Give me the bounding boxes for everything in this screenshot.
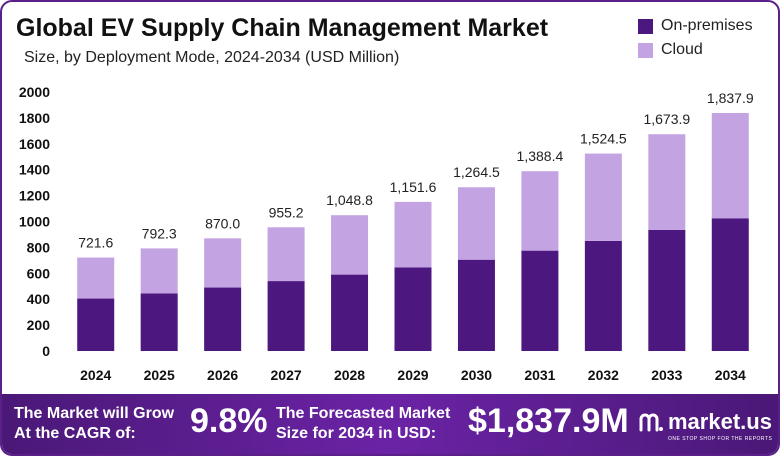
bar-cloud — [584, 153, 622, 241]
data-label: 1,673.9 — [643, 111, 690, 127]
bar-cloud — [711, 112, 749, 219]
y-tick-label: 1800 — [19, 110, 50, 126]
y-tick-label: 1000 — [19, 214, 50, 230]
forecast-value: $1,837.9M — [468, 402, 629, 440]
y-tick-label: 800 — [27, 239, 51, 255]
x-tick-label: 2030 — [461, 367, 492, 383]
data-label: 1,048.8 — [326, 192, 373, 208]
bar-on-premises — [648, 229, 686, 351]
data-label: 1,264.5 — [453, 164, 500, 180]
bar-chart: 0 200 400 600 800 1000 1200 1400 1600 1800 2000 721… — [19, 84, 754, 383]
bar-on-premises — [521, 250, 559, 351]
bar-cloud — [648, 134, 686, 230]
x-tick-label: 2033 — [651, 367, 682, 383]
x-tick-label: 2029 — [397, 367, 428, 383]
cagr-label-line2: At the CAGR of: — [14, 425, 136, 442]
legend-label-on-premises: On-premises — [661, 17, 753, 34]
bar-on-premises — [77, 298, 115, 351]
bar-on-premises — [584, 240, 622, 351]
chart-subtitle: Size, by Deployment Mode, 2024-2034 (USD… — [24, 49, 400, 66]
cagr-label-line1: The Market will Grow — [14, 405, 175, 422]
brand[interactable]: market.us ONE STOP SHOP FOR THE REPORTS — [638, 406, 776, 446]
bar-cloud — [394, 201, 432, 268]
bar-cloud — [457, 187, 495, 260]
cagr-label: The Market will Grow At the CAGR of: — [14, 404, 174, 444]
y-tick-label: 200 — [27, 317, 51, 333]
legend-item-on-premises: On-premises — [638, 14, 753, 38]
x-tick-label: 2024 — [80, 367, 111, 383]
legend-item-cloud: Cloud — [638, 38, 753, 62]
y-tick-label: 1600 — [19, 136, 50, 152]
bar-cloud — [331, 215, 369, 275]
forecast-label-line2: Size for 2034 in USD: — [276, 425, 437, 442]
x-tick-label: 2031 — [524, 367, 555, 383]
bar-on-premises — [267, 281, 305, 351]
x-tick-label: 2034 — [715, 367, 746, 383]
forecast-label: The Forecasted Market Size for 2034 in U… — [276, 404, 450, 444]
brand-name: market.us — [668, 409, 772, 434]
bar-cloud — [267, 227, 305, 282]
y-tick-label: 1200 — [19, 188, 50, 204]
data-label: 870.0 — [205, 215, 240, 231]
y-tick-label: 400 — [27, 291, 51, 307]
data-label: 792.3 — [142, 225, 177, 241]
y-tick-label: 2000 — [19, 84, 50, 100]
bar-on-premises — [711, 218, 749, 351]
bar-on-premises — [140, 293, 178, 351]
data-label: 1,151.6 — [390, 179, 437, 195]
data-label: 1,524.5 — [580, 131, 627, 147]
data-label: 955.2 — [269, 204, 304, 220]
forecast-label-line1: The Forecasted Market — [276, 405, 451, 422]
bar-on-premises — [331, 274, 369, 351]
bar-cloud — [140, 248, 178, 294]
bar-cloud — [77, 257, 115, 299]
footer-banner: The Market will Grow At the CAGR of: 9.8… — [2, 394, 778, 454]
x-tick-label: 2026 — [207, 367, 238, 383]
legend-swatch-cloud — [638, 42, 653, 58]
legend-swatch-on-premises — [638, 18, 653, 34]
brand-tagline: ONE STOP SHOP FOR THE REPORTS — [668, 436, 773, 442]
bar-on-premises — [457, 259, 495, 351]
chart-title: Global EV Supply Chain Management Market — [16, 14, 549, 42]
bar-on-premises — [394, 267, 432, 351]
legend-label-cloud: Cloud — [661, 41, 703, 58]
x-tick-label: 2032 — [588, 367, 619, 383]
cagr-value: 9.8% — [190, 402, 268, 440]
data-label: 1,388.4 — [517, 148, 564, 164]
legend: On-premises Cloud — [638, 14, 753, 62]
market-us-logo-icon — [639, 413, 663, 432]
bar-on-premises — [204, 287, 242, 351]
y-tick-label: 1400 — [19, 162, 50, 178]
x-tick-label: 2025 — [144, 367, 175, 383]
bar-cloud — [204, 238, 242, 288]
y-tick-label: 600 — [27, 265, 51, 281]
data-label: 1,837.9 — [707, 90, 754, 106]
x-tick-label: 2027 — [271, 367, 302, 383]
x-tick-label: 2028 — [334, 367, 365, 383]
y-tick-label: 0 — [42, 343, 50, 359]
bar-cloud — [521, 171, 559, 251]
data-label: 721.6 — [78, 235, 113, 251]
